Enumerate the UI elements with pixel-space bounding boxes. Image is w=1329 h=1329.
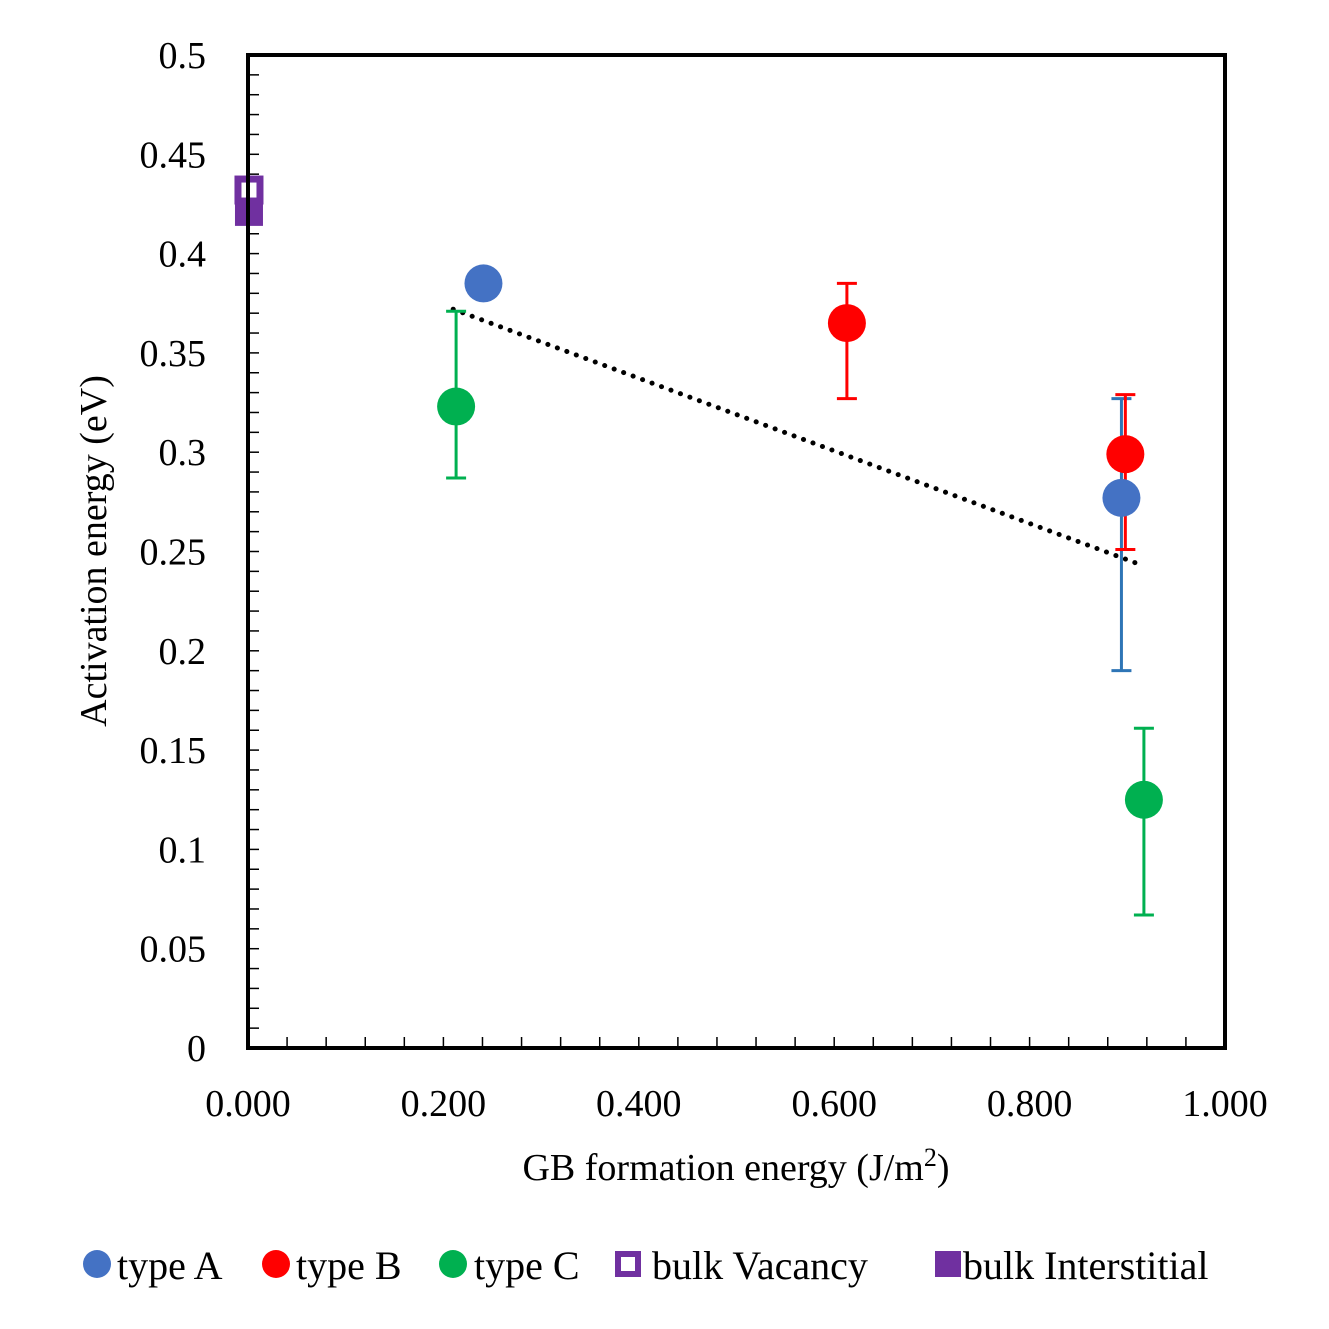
y-tick-label: 0.35 <box>140 333 207 375</box>
legend: type A type B type C bulk Vacancy bulk I… <box>83 1243 1209 1288</box>
plot-area-frame <box>246 53 1227 1050</box>
x-tick-label: 0.600 <box>791 1083 877 1125</box>
legend-label-type-c: type C <box>474 1243 580 1288</box>
y-tick-label: 0.3 <box>159 432 207 474</box>
trendline <box>450 306 1140 566</box>
legend-label-type-b: type B <box>296 1243 402 1288</box>
legend-swatch-bulk-interstitial <box>935 1251 961 1277</box>
y-tick-label: 0.4 <box>159 234 207 276</box>
legend-swatch-type-c <box>439 1250 467 1278</box>
x-tick-label: 0.000 <box>205 1083 291 1125</box>
y-tick-label: 0.45 <box>140 134 207 176</box>
legend-label-bulk-interstitial: bulk Interstitial <box>963 1243 1209 1288</box>
data-points <box>234 175 1163 819</box>
x-axis-title: GB formation energy (J/m2) <box>522 1143 949 1189</box>
x-axis-title-superscript: 2 <box>924 1143 937 1172</box>
legend-swatch-type-a <box>83 1250 111 1278</box>
axis-ticks <box>248 74 1187 1048</box>
data-point <box>437 387 476 426</box>
legend-label-bulk-vacancy: bulk Vacancy <box>652 1243 868 1288</box>
data-point <box>1102 478 1141 517</box>
x-tick-label: 1.000 <box>1182 1083 1268 1125</box>
x-tick-label: 0.200 <box>401 1083 487 1125</box>
y-axis-title: Activation energy (eV) <box>73 375 115 727</box>
y-tick-label: 0.1 <box>159 829 207 871</box>
error-bars <box>446 281 1154 917</box>
data-point <box>1106 435 1145 474</box>
trendline-layer <box>450 306 1140 566</box>
data-point <box>1124 780 1163 819</box>
y-tick-label: 0.15 <box>140 730 207 772</box>
x-axis-title-main: GB formation energy (J/m <box>522 1147 923 1189</box>
tick-labels: 0 0.05 0.1 0.15 0.2 0.25 0.3 0.35 0.4 0.45 0.5 0.00… <box>140 35 1268 1125</box>
y-tick-label: 0.05 <box>140 929 207 971</box>
y-tick-label: 0 <box>187 1028 206 1070</box>
legend-label-type-a: type A <box>117 1243 223 1288</box>
y-tick-label: 0.25 <box>140 532 207 574</box>
legend-swatch-type-b <box>262 1250 290 1278</box>
x-tick-label: 0.800 <box>987 1083 1073 1125</box>
x-axis-title-tail: ) <box>937 1147 950 1189</box>
x-tick-label: 0.400 <box>596 1083 682 1125</box>
y-tick-label: 0.2 <box>159 631 207 673</box>
data-point <box>464 264 503 303</box>
data-point <box>827 304 866 343</box>
y-tick-label: 0.5 <box>159 35 207 77</box>
legend-swatch-bulk-vacancy <box>615 1251 641 1277</box>
